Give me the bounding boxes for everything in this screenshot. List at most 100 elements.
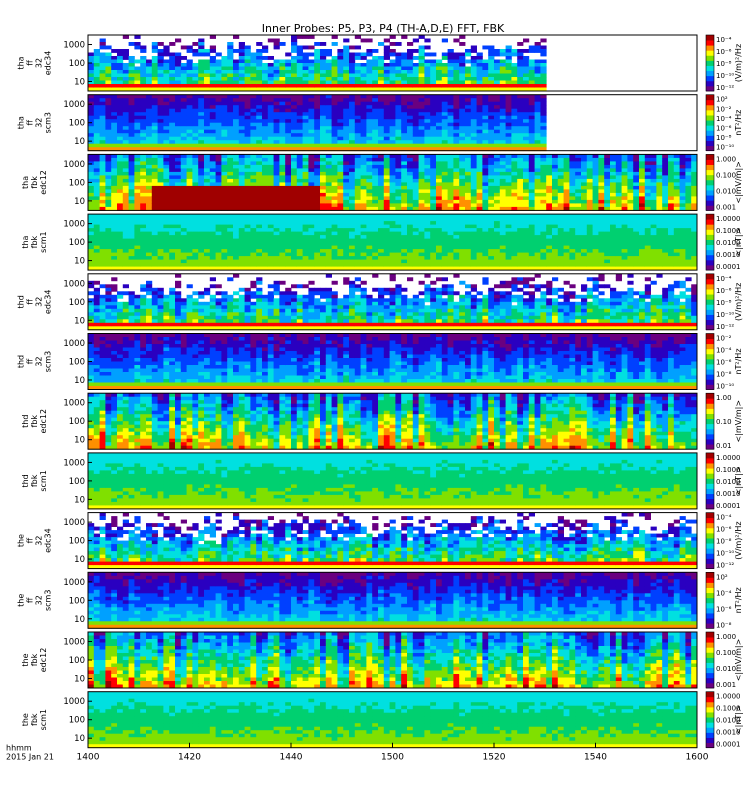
spectrogram-cell <box>210 179 216 183</box>
spectrogram-cell <box>175 140 181 144</box>
spectrogram-cell <box>326 63 332 67</box>
spectrogram-cell <box>94 165 100 169</box>
spectrogram-cell <box>540 49 546 53</box>
spectrogram-cell <box>210 116 216 120</box>
spectrogram-cell <box>453 102 459 106</box>
spectrogram-cell <box>245 49 251 53</box>
spectrogram-cell <box>146 67 152 71</box>
spectrogram-cell <box>100 189 106 193</box>
spectrogram-cell <box>245 133 251 137</box>
spectrogram-cell <box>343 196 349 200</box>
spectrogram-cell <box>134 112 140 116</box>
spectrogram-cell <box>401 67 407 71</box>
spectrogram-cell <box>343 84 349 88</box>
spectrogram-cell <box>291 102 297 106</box>
spectrogram-cell <box>419 105 425 109</box>
spectrogram-cell <box>337 84 343 88</box>
spectrogram-cell <box>430 123 436 127</box>
spectrogram-cell <box>250 63 256 67</box>
spectrogram-cell <box>523 56 529 60</box>
spectrogram-cell <box>227 102 233 106</box>
spectrogram-cell <box>297 95 303 99</box>
spectrogram-cell <box>117 154 123 158</box>
spectrogram-cell <box>477 119 483 123</box>
spectrogram-cell <box>175 119 181 123</box>
spectrogram-cell <box>494 123 500 127</box>
spectrogram-cell <box>523 116 529 120</box>
spectrogram-cell <box>152 144 158 148</box>
spectrogram-cell <box>111 203 117 207</box>
spectrogram-cell <box>465 84 471 88</box>
colorbar: 10⁻⁴10⁻⁶10⁻⁸10⁻¹⁰10⁻¹²(V/m)²/Hz <box>706 35 743 92</box>
spectrogram-cell <box>262 154 268 158</box>
spectrogram-cell <box>192 67 198 71</box>
spectrogram-cell <box>274 189 280 193</box>
spectrogram-cell <box>221 161 227 165</box>
spectrogram-cell <box>134 200 140 204</box>
spectrogram-cell <box>262 193 268 197</box>
spectrogram-cell <box>274 168 280 172</box>
spectrogram-cell <box>378 144 384 148</box>
spectrogram-cell <box>477 140 483 144</box>
spectrogram-cell <box>123 172 129 176</box>
spectrogram-cell <box>100 67 106 71</box>
spectrogram-cell <box>465 112 471 116</box>
spectrogram-cell <box>407 116 413 120</box>
spectrogram-cell <box>233 168 239 172</box>
spectrogram-cell <box>129 123 135 127</box>
spectrogram-cell <box>256 130 262 134</box>
spectrogram-cell <box>343 126 349 130</box>
spectrogram-cell <box>111 112 117 116</box>
spectrogram-cell <box>158 119 164 123</box>
spectrogram-cell <box>500 53 506 57</box>
spectrogram-cell <box>175 123 181 127</box>
spectrogram-cell <box>262 102 268 106</box>
spectrogram-cell <box>297 196 303 200</box>
spectrogram-cell <box>210 144 216 148</box>
spectrogram-cell <box>419 70 425 74</box>
spectrogram-cell <box>140 98 146 102</box>
spectrogram-cell <box>303 35 309 39</box>
spectrogram-cell <box>227 193 233 197</box>
spectrogram-cell <box>134 95 140 99</box>
spectrogram-cell <box>366 175 372 179</box>
spectrogram-cell <box>221 60 227 64</box>
spectrogram-cell <box>291 70 297 74</box>
spectrogram-cell <box>198 81 204 85</box>
spectrogram-cell <box>332 193 338 197</box>
spectrogram-cell <box>448 67 454 71</box>
spectrogram-cell <box>343 119 349 123</box>
spectrogram-cell <box>442 74 448 78</box>
spectrogram-cell <box>500 102 506 106</box>
spectrogram-cell <box>233 49 239 53</box>
spectrogram-cell <box>448 126 454 130</box>
y-tick-label: 100 <box>69 59 85 69</box>
spectrogram-cell <box>424 77 430 81</box>
spectrogram-cell <box>488 63 494 67</box>
spectrogram-cell <box>366 84 372 88</box>
spectrogram-cell <box>140 200 146 204</box>
spectrogram-cell <box>349 200 355 204</box>
y-tick-label: 10 <box>74 137 85 147</box>
spectrogram-cell <box>245 193 251 197</box>
spectrogram-cell <box>459 67 465 71</box>
spectrogram-cell <box>482 74 488 78</box>
spectrogram-cell <box>146 98 152 102</box>
spectrogram-cell <box>459 116 465 120</box>
spectrogram-cell <box>198 49 204 53</box>
spectrogram-cell <box>314 179 320 183</box>
spectrogram-cell <box>192 158 198 162</box>
spectrogram-cell <box>419 67 425 71</box>
spectrogram-cell <box>337 67 343 71</box>
spectrogram-cell <box>181 70 187 74</box>
spectrogram-cell <box>465 53 471 57</box>
spectrogram-cell <box>320 144 326 148</box>
spectrogram-cell <box>320 175 326 179</box>
spectrogram-cell <box>210 130 216 134</box>
spectrogram-cell <box>152 193 158 197</box>
spectrogram-cell <box>390 182 396 186</box>
spectrogram-cell <box>204 189 210 193</box>
spectrogram-cell <box>198 70 204 74</box>
spectrogram-cell <box>366 123 372 127</box>
spectrogram-cell <box>529 98 535 102</box>
